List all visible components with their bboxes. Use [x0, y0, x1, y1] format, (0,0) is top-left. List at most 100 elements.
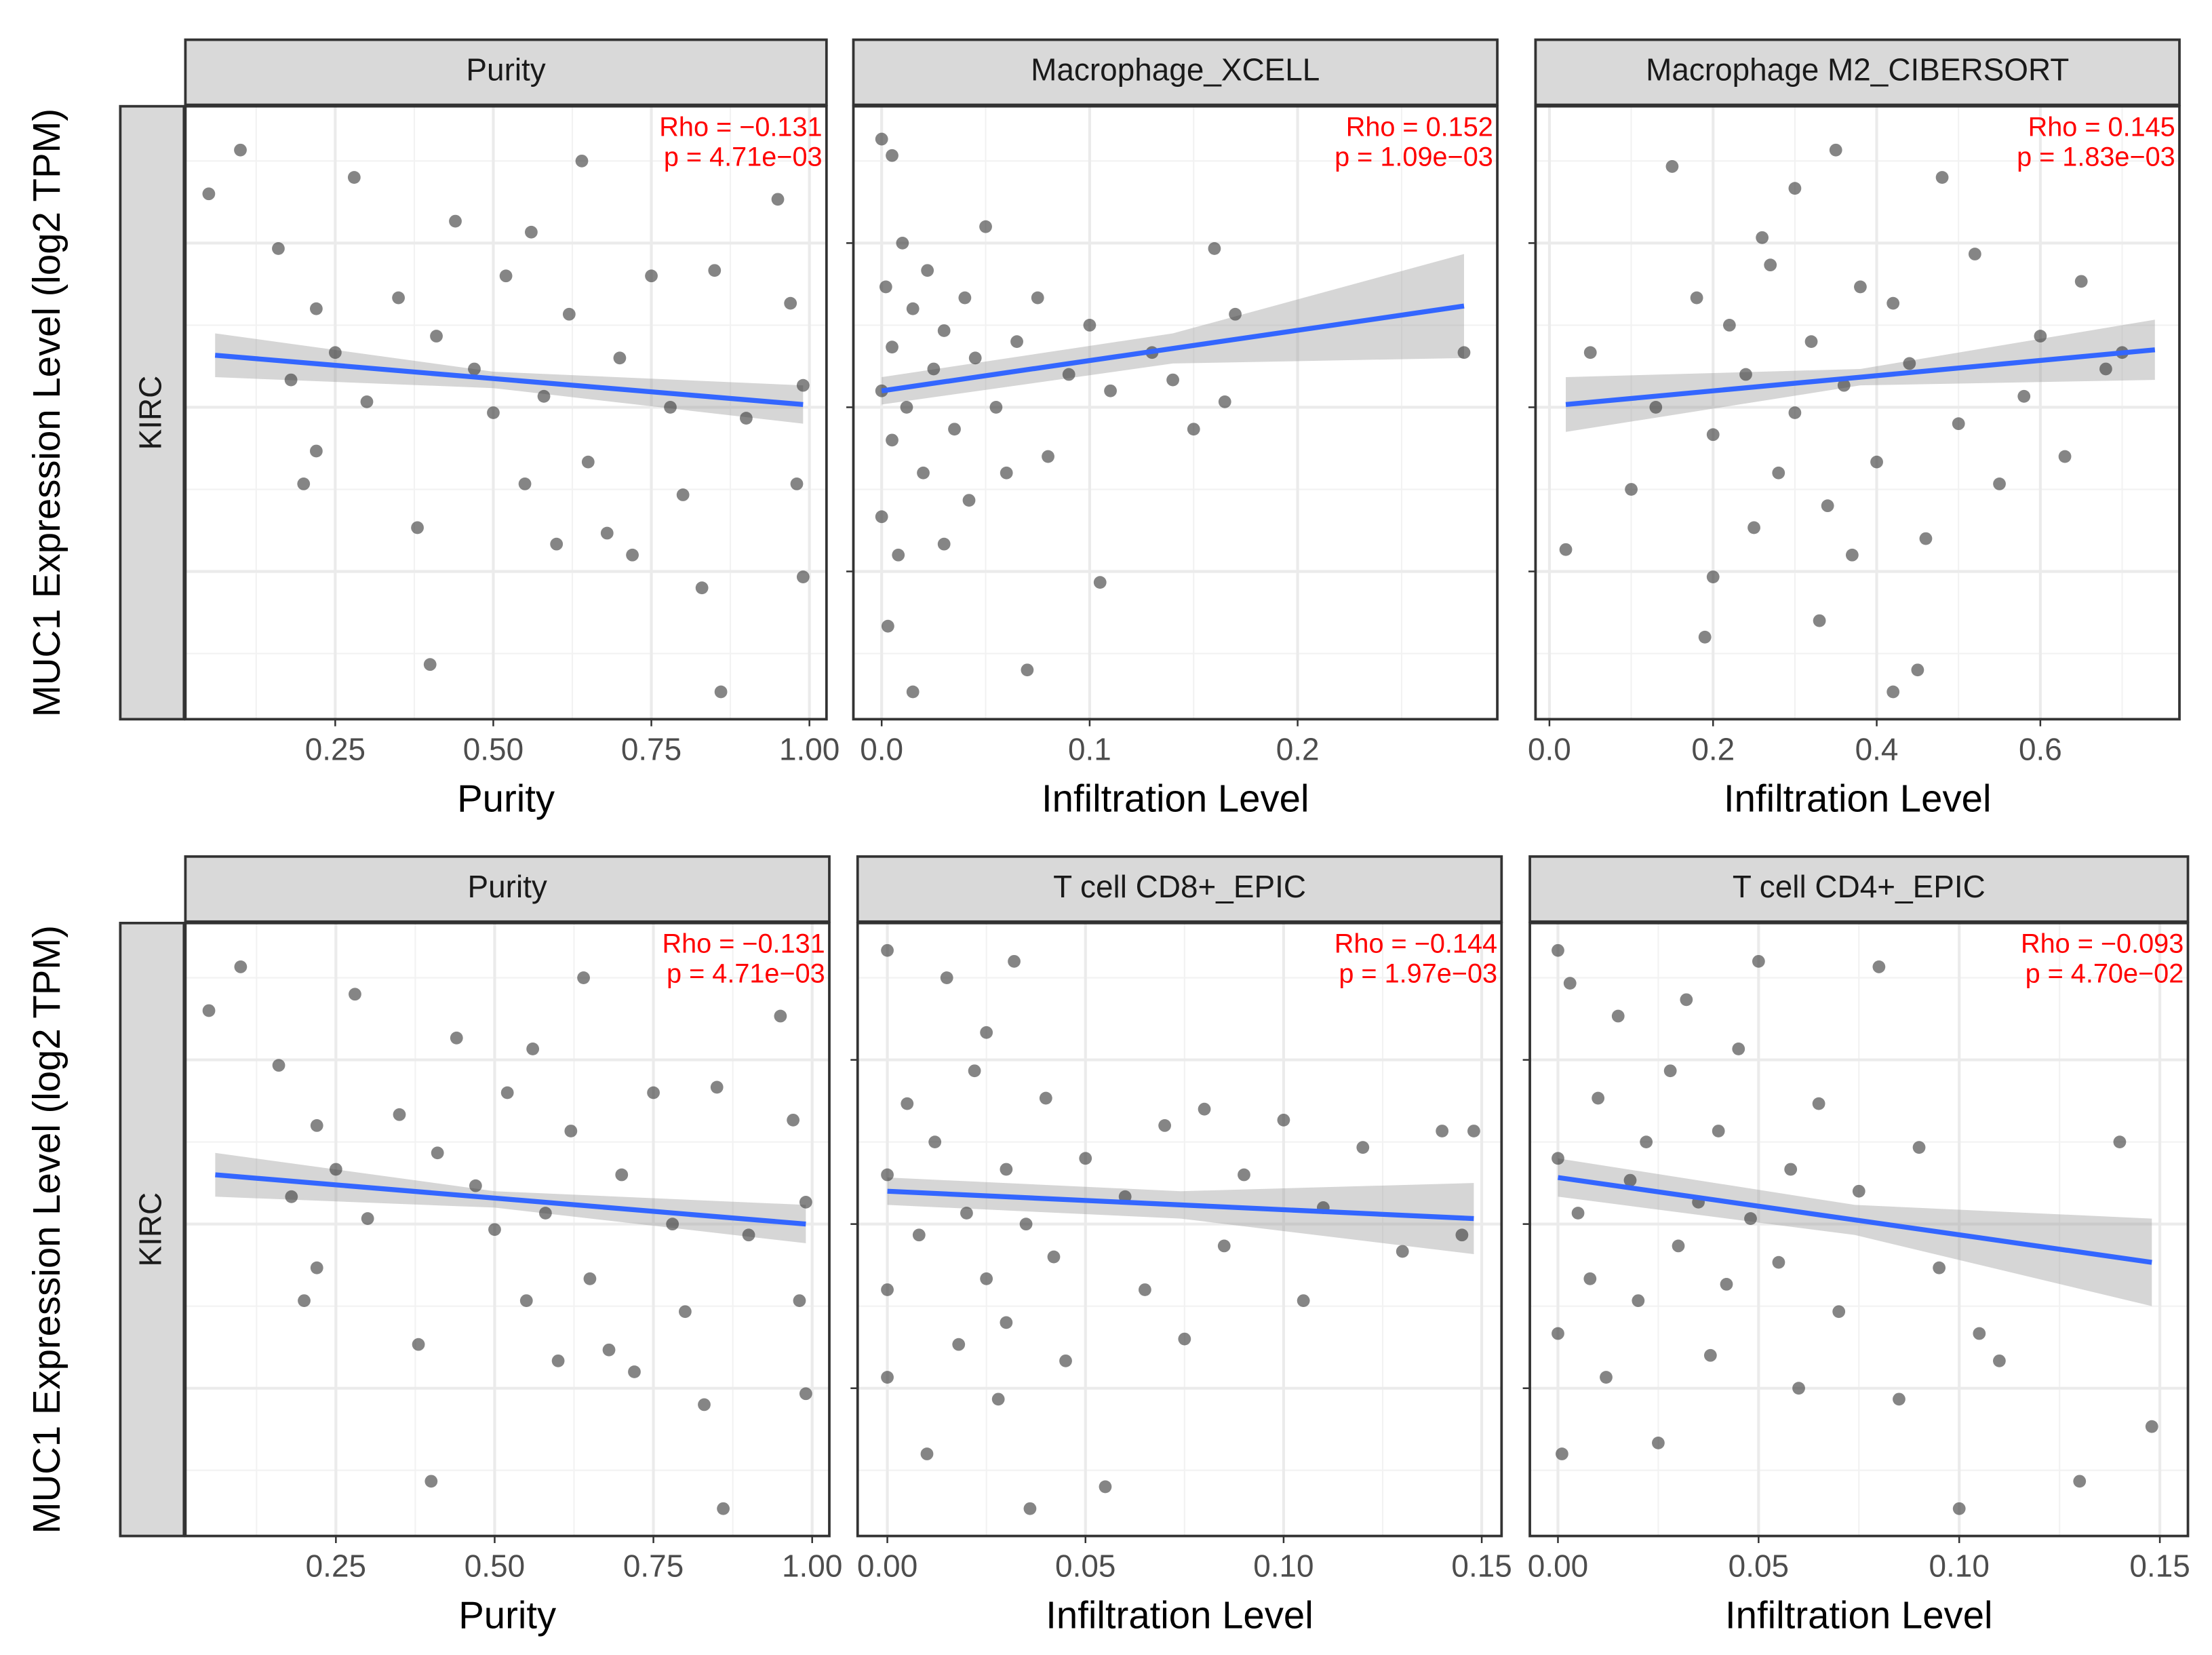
- point: [550, 537, 564, 551]
- point: [518, 478, 532, 490]
- x-axis-label: Infiltration Level: [1042, 777, 1309, 819]
- point: [431, 1146, 444, 1160]
- annotation: p = 1.97e−03: [1339, 959, 1497, 989]
- point: [1559, 543, 1573, 556]
- strip-title: Macrophage M2_CIBERSORT: [1646, 52, 2069, 87]
- x-tick-label: 1.00: [779, 731, 840, 766]
- point: [698, 1398, 711, 1411]
- point: [488, 1223, 501, 1237]
- annotation: p = 4.71e−03: [667, 959, 825, 989]
- x-tick-label: 0.6: [2019, 731, 2062, 766]
- point: [310, 1119, 323, 1132]
- point: [1166, 373, 1179, 387]
- strip-title: T cell CD8+_EPIC: [1053, 869, 1306, 904]
- annotation: p = 4.71e−03: [664, 142, 823, 172]
- point: [881, 1283, 894, 1296]
- point: [234, 960, 248, 973]
- point: [881, 1168, 894, 1182]
- y-axis-label: MUC1 Expression Level (log2 TPM): [25, 925, 68, 1534]
- point: [717, 1502, 730, 1515]
- strip-title: Purity: [468, 869, 547, 904]
- point: [1021, 663, 1034, 677]
- point: [1000, 466, 1013, 480]
- point: [1062, 368, 1075, 381]
- x-tick-label: 0.10: [1929, 1549, 1990, 1584]
- annotation: Rho = 0.145: [2028, 113, 2175, 142]
- point: [1804, 335, 1818, 349]
- point: [202, 187, 216, 201]
- point: [298, 1294, 311, 1307]
- point: [917, 466, 930, 480]
- point: [1919, 532, 1933, 545]
- point: [1010, 335, 1023, 349]
- point: [1912, 1141, 1926, 1154]
- strip-title: T cell CD4+_EPIC: [1733, 869, 1986, 904]
- point: [583, 1272, 597, 1285]
- point: [796, 378, 810, 392]
- x-tick-label: 0.75: [621, 731, 682, 766]
- point: [1788, 182, 1802, 195]
- point: [361, 1212, 374, 1225]
- x-tick-label: 0.10: [1253, 1549, 1314, 1584]
- fit-line: [1565, 347, 2156, 408]
- point: [1552, 1327, 1564, 1340]
- fit-line: [214, 353, 804, 408]
- strip: [1534, 38, 2181, 106]
- point: [1887, 296, 1900, 310]
- strip: [1528, 855, 2190, 923]
- x-tick-label: 0.4: [1855, 731, 1899, 766]
- panel-background: [185, 106, 827, 720]
- point: [1744, 1212, 1757, 1225]
- point: [1813, 614, 1826, 627]
- point: [1772, 1255, 1785, 1269]
- point: [980, 1272, 993, 1285]
- point: [1784, 1163, 1798, 1176]
- x-tick-label: 1.00: [782, 1549, 842, 1584]
- point: [1911, 663, 1924, 677]
- point: [469, 1179, 482, 1192]
- x-tick-label: 0.0: [1528, 731, 1571, 766]
- point: [1903, 357, 1916, 370]
- point: [1042, 450, 1054, 463]
- point: [564, 1125, 578, 1137]
- point: [968, 1064, 981, 1078]
- point: [1023, 1502, 1037, 1515]
- annotation: Rho = −0.131: [662, 929, 825, 959]
- point: [1047, 1250, 1061, 1264]
- strip: [852, 38, 1499, 106]
- point: [1652, 1436, 1665, 1449]
- point: [1552, 943, 1564, 957]
- annotation: p = 4.70e−02: [2026, 959, 2184, 989]
- point: [906, 302, 920, 315]
- point: [1467, 1125, 1480, 1137]
- x-tick-label: 0.2: [1276, 731, 1320, 766]
- point: [1217, 1239, 1231, 1253]
- point: [449, 214, 462, 228]
- point: [1552, 1152, 1564, 1165]
- point: [980, 1026, 993, 1039]
- annotation: Rho = −0.144: [1335, 929, 1497, 959]
- x-axis-label: Infiltration Level: [1725, 1593, 1993, 1636]
- point: [1706, 570, 1720, 583]
- row-strip: [119, 104, 186, 721]
- point: [1993, 478, 2006, 490]
- point: [881, 619, 894, 633]
- point: [500, 1086, 514, 1099]
- point: [1698, 630, 1712, 644]
- point: [991, 1393, 1005, 1406]
- point: [881, 1371, 894, 1384]
- point: [537, 389, 551, 403]
- point: [1083, 319, 1097, 332]
- point: [411, 521, 424, 534]
- point: [1356, 1141, 1370, 1154]
- point: [1722, 319, 1736, 332]
- point: [519, 1294, 533, 1307]
- point: [1712, 1125, 1725, 1137]
- point: [1178, 1332, 1191, 1346]
- point: [774, 1009, 787, 1023]
- point: [962, 494, 976, 507]
- confidence-band: [882, 254, 1464, 405]
- point: [960, 1207, 973, 1220]
- point: [1600, 1371, 1613, 1384]
- point: [1812, 1097, 1825, 1110]
